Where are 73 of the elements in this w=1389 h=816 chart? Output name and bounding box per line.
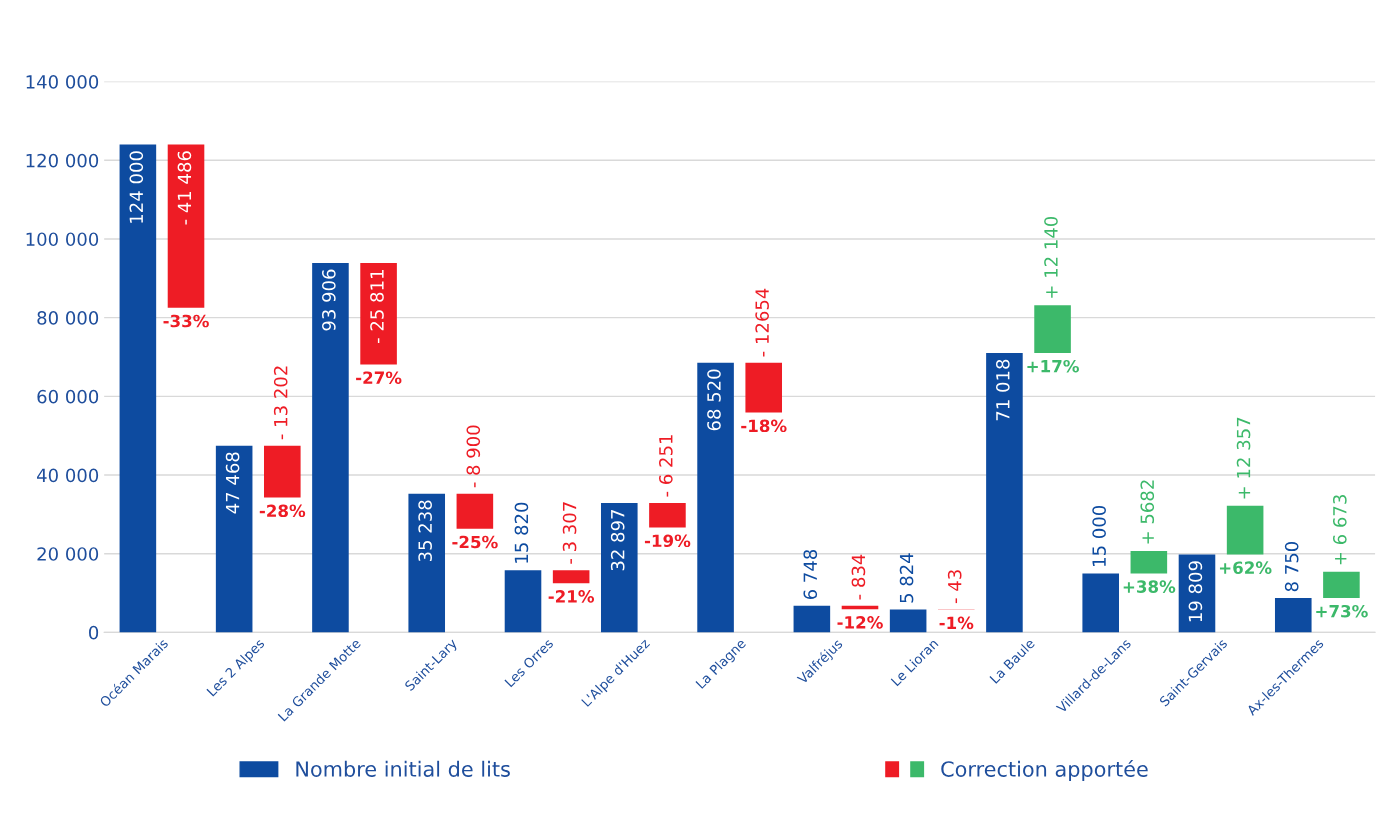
- annotation: -27%: [356, 371, 402, 385]
- data-label: 68 520: [707, 369, 721, 431]
- annotation: +38%: [1123, 580, 1176, 593]
- bar: [119, 144, 157, 633]
- data-label: - 25 811: [370, 270, 384, 343]
- data-label: 32 897: [610, 510, 625, 571]
- bar: [601, 502, 638, 633]
- data-label: - 41 486: [177, 151, 192, 225]
- data-label: + 12 357: [1236, 417, 1251, 499]
- data-label: + 12 140: [1044, 216, 1058, 298]
- y-tick-label: 120 000: [26, 153, 99, 168]
- annotation: +73%: [1316, 604, 1368, 618]
- annotation: -28%: [259, 504, 306, 518]
- bar: [649, 502, 686, 528]
- bar: [793, 605, 831, 633]
- y-tick-label: 140 000: [26, 75, 99, 89]
- data-label: 19 809: [1188, 561, 1203, 622]
- annotation: +62%: [1219, 561, 1272, 574]
- bar: [697, 362, 734, 633]
- bar: [986, 352, 1023, 633]
- bar: [1130, 551, 1168, 574]
- bar: [1034, 305, 1071, 353]
- bar: [1082, 573, 1119, 633]
- bar: [264, 445, 301, 498]
- bar: [552, 570, 590, 584]
- data-label: + 6 673: [1332, 495, 1347, 565]
- data-label: 124 000: [129, 151, 144, 223]
- data-label: 35 238: [418, 500, 432, 562]
- annotation: -19%: [644, 534, 691, 548]
- annotation: +17%: [1027, 359, 1079, 373]
- y-tick-label: 0: [89, 625, 99, 640]
- bar: [745, 362, 783, 413]
- bar: [215, 445, 253, 633]
- y-tick-label: 60 000: [37, 389, 99, 404]
- annotation: -1%: [939, 616, 974, 630]
- data-label: 15 000: [1092, 505, 1106, 566]
- data-label: + 5682: [1140, 480, 1155, 544]
- bar: [889, 609, 927, 633]
- data-label: 8 750: [1284, 541, 1299, 592]
- annotation: -25%: [452, 535, 498, 549]
- annotation: -33%: [163, 314, 209, 328]
- data-label: - 13 202: [273, 366, 288, 440]
- bar: [360, 262, 397, 365]
- data-label: - 8 900: [466, 425, 481, 488]
- y-tick-label: 40 000: [37, 468, 99, 483]
- data-label: 15 820: [514, 502, 529, 563]
- bar: [1323, 571, 1360, 598]
- y-tick-label: 100 000: [26, 232, 99, 247]
- data-label: 5 824: [899, 553, 914, 603]
- bar: [841, 605, 879, 610]
- legend-label: Nombre initial de lits: [296, 760, 510, 777]
- data-label: - 12654: [755, 288, 769, 357]
- data-label: - 834: [851, 554, 866, 600]
- bar: [408, 493, 446, 633]
- data-label: - 43: [947, 570, 962, 604]
- y-tick-label: 80 000: [37, 311, 99, 325]
- bar: [504, 570, 542, 633]
- data-label: 47 468: [225, 452, 240, 514]
- annotation: -12%: [837, 616, 883, 629]
- data-label: 93 906: [322, 269, 336, 331]
- y-tick-label: 20 000: [37, 547, 99, 561]
- annotation: -21%: [548, 590, 595, 603]
- bar: [456, 493, 494, 529]
- annotation: -18%: [741, 419, 787, 433]
- data-label: - 6 251: [659, 435, 673, 497]
- data-label: 6 748: [803, 549, 818, 600]
- bar: [312, 262, 349, 633]
- bar: [1226, 505, 1264, 555]
- data-label: - 3 307: [562, 502, 577, 564]
- bar: [1274, 597, 1312, 633]
- bar: [167, 144, 205, 308]
- data-label: 71 018: [996, 359, 1010, 421]
- legend-label: Correction apportée: [941, 759, 1148, 781]
